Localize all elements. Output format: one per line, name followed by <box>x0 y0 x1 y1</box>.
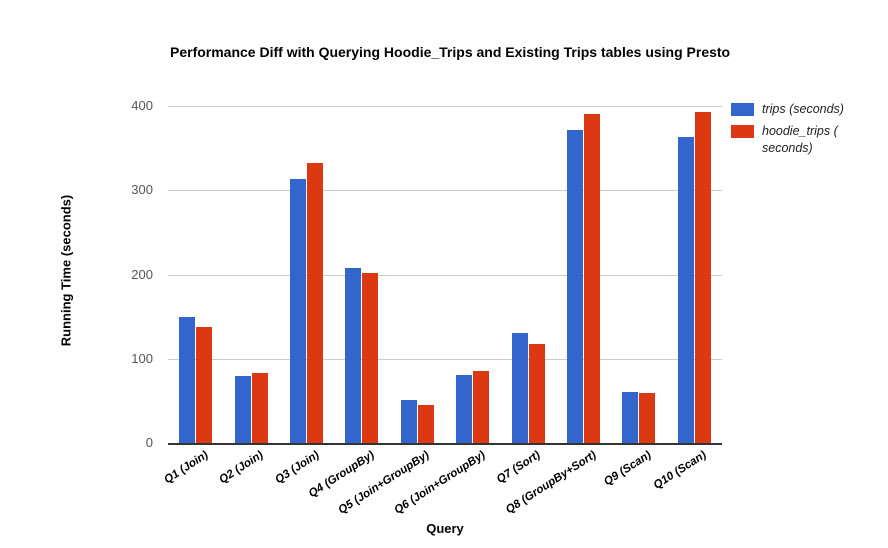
bar-series1-q10 <box>694 111 711 443</box>
gridline-300 <box>168 190 722 192</box>
legend-swatch-icon <box>731 103 754 116</box>
bar-series1-q9 <box>639 393 656 443</box>
y-tick-label-300: 300 <box>131 182 153 198</box>
bar-series0-q7 <box>511 333 528 443</box>
bar-series0-q3 <box>290 179 306 443</box>
x-tick-label-q2: Q2 (Join) <box>217 449 266 487</box>
y-tick-label-100: 100 <box>131 350 153 366</box>
bar-series0-q2 <box>234 375 251 443</box>
gridline-200 <box>168 274 722 276</box>
x-tick-label-q7: Q7 (Sort) <box>494 449 543 486</box>
legend: trips (seconds) hoodie_trips ( seconds) <box>731 101 865 162</box>
bar-series1-q2 <box>251 373 268 443</box>
bar-series1-q7 <box>528 344 545 443</box>
x-tick-label-q9: Q9 (Scan) <box>601 449 654 489</box>
bar-series0-q4 <box>345 267 362 443</box>
legend-swatch-icon <box>731 125 754 138</box>
bar-series1-q1 <box>196 326 213 443</box>
y-tick-label-400: 400 <box>131 98 153 113</box>
bar-series0-q8 <box>567 130 583 443</box>
y-axis-title: Running Time (seconds) <box>58 194 74 347</box>
bar-series1-q3 <box>307 163 323 443</box>
bar-series0-q10 <box>677 137 694 443</box>
legend-label: hoodie_trips ( seconds) <box>762 124 838 155</box>
gridline-100 <box>168 358 722 360</box>
bar-series0-q5 <box>400 400 417 443</box>
bar-series0-q6 <box>456 374 473 443</box>
y-tick-label-200: 200 <box>131 266 153 282</box>
bar-series1-q6 <box>473 371 490 443</box>
x-tick-label-q8: Q8 (GroupBy+Sort) <box>503 449 599 517</box>
bar-series0-q1 <box>179 316 196 443</box>
bar-series1-q5 <box>417 405 434 443</box>
x-tick-label-q6: Q6 (Join+GroupBy) <box>391 449 488 517</box>
y-tick-label-0: 0 <box>145 435 153 450</box>
plot-area <box>168 106 722 445</box>
bar-series1-q4 <box>362 272 379 443</box>
legend-label: trips (seconds) <box>762 102 844 116</box>
bar-series0-q9 <box>622 392 639 443</box>
legend-entry-0: trips (seconds) <box>731 101 865 118</box>
x-axis-title: Query <box>426 521 464 536</box>
x-tick-label-q1: Q1 (Join) <box>161 449 211 487</box>
x-tick-label-q5: Q5 (Join+GroupBy) <box>336 449 432 517</box>
chart-title: Performance Diff with Querying Hoodie_Tr… <box>170 44 731 60</box>
x-tick-label-q3: Q3 (Join) <box>272 449 322 487</box>
bar-series1-q8 <box>584 114 600 443</box>
x-tick-label-q10: Q10 (Scan) <box>651 449 709 492</box>
legend-entry-1: hoodie_trips ( seconds) <box>731 123 865 157</box>
gridline-400 <box>168 106 722 107</box>
